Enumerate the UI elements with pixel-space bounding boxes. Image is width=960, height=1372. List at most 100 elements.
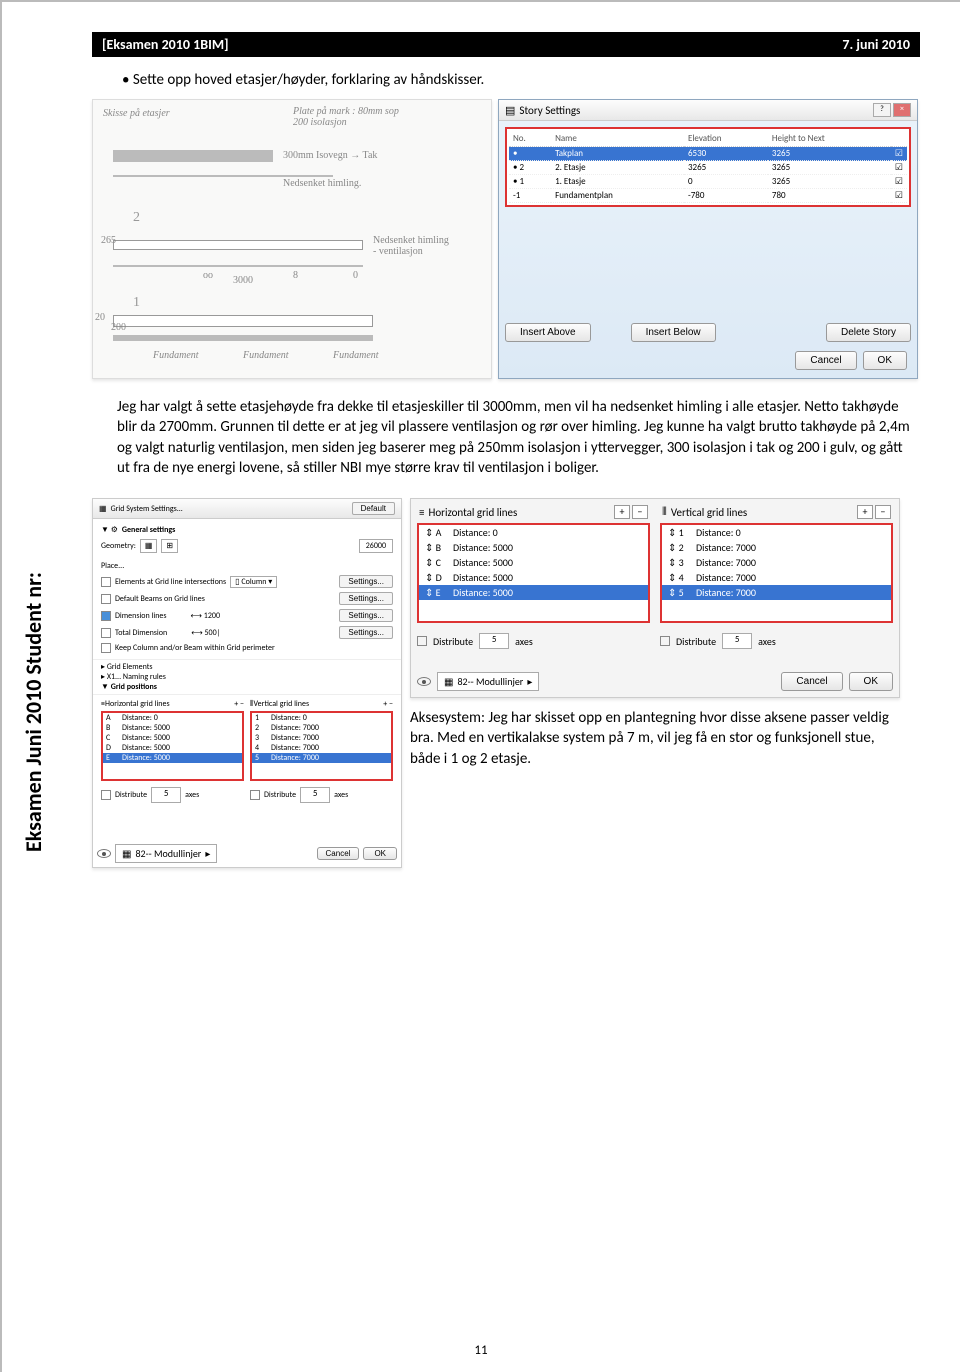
insert-below-button[interactable]: Insert Below — [631, 323, 716, 342]
vertical-icon: ⦀ — [662, 505, 667, 519]
sketch-num: 200 — [111, 322, 126, 333]
ok-button[interactable]: OK — [863, 351, 907, 370]
grid-row[interactable]: ⇕ EDistance: 5000 — [419, 585, 648, 600]
distribute-checkbox[interactable] — [660, 636, 670, 646]
story-row[interactable]: • 2 2. Etasje 3265 3265 ☑ — [509, 161, 907, 175]
sketch-label: Fundament — [153, 350, 199, 361]
distribute-checkbox[interactable] — [417, 636, 427, 646]
dialog-titlebar: ▤ Story Settings ? × — [499, 100, 917, 121]
axes-label: axes — [515, 635, 533, 648]
vertical-grid-mini-list: 1Distance: 0 2Distance: 7000 3Distance: … — [250, 711, 393, 781]
sketch-label: Nedsenket himling - ventilasjon — [373, 235, 449, 257]
help-button[interactable]: ? — [873, 103, 891, 117]
settings-button[interactable]: Settings... — [339, 609, 393, 622]
cancel-button[interactable]: Cancel — [795, 351, 856, 370]
elem-intersect-label: Elements at Grid line intersections — [115, 577, 226, 587]
ok-button[interactable]: OK — [363, 847, 397, 860]
chevron-right-icon: ▸ — [527, 675, 532, 688]
header-bar: [Eksamen 2010 1BIM] 7. juni 2010 — [92, 32, 920, 57]
axes-label: axes — [758, 635, 776, 648]
eye-icon — [97, 849, 111, 858]
distribute-label: Distribute — [433, 635, 473, 648]
eye-icon — [417, 677, 431, 686]
add-row-button[interactable]: + — [614, 505, 630, 519]
vertical-grid-label: Vertical grid lines — [671, 506, 747, 519]
image-row-2: ▦ Grid System Settings... Default ▼ ⚙ Ge… — [92, 498, 920, 868]
settings-button[interactable]: Settings... — [339, 626, 393, 639]
story-row[interactable]: -1 Fundamentplan -780 780 ☑ — [509, 189, 907, 203]
add-row-button[interactable]: + — [857, 505, 873, 519]
col-name: Name — [551, 131, 684, 147]
delete-story-button[interactable]: Delete Story — [826, 323, 911, 342]
distribute-input[interactable]: 5 — [722, 633, 752, 649]
cancel-button[interactable]: Cancel — [781, 672, 842, 691]
story-settings-dialog: ▤ Story Settings ? × No. Name Elevation … — [498, 99, 918, 379]
sketch-label: Plate på mark : 80mm sop 200 isolasjon — [293, 106, 399, 128]
side-label: Eksamen Juni 2010 Student nr: — [20, 552, 47, 872]
col-no: No. — [509, 131, 551, 147]
dialog-title-text: Story Settings — [519, 104, 580, 117]
header-date: 7. juni 2010 — [842, 36, 910, 53]
dialog-title-text: Grid System Settings... — [111, 504, 183, 514]
distribute-input[interactable]: 5 — [479, 633, 509, 649]
grid-system-settings-dialog: ▦ Grid System Settings... Default ▼ ⚙ Ge… — [92, 498, 402, 868]
sketch-label: 300mm Isovegn → Tak — [283, 150, 377, 161]
sketch-num: 3000 — [233, 275, 253, 286]
horizontal-grid-mini-list: ADistance: 0 BDistance: 5000 CDistance: … — [101, 711, 244, 781]
grid-row[interactable]: ⇕ BDistance: 5000 — [419, 540, 648, 555]
ok-button[interactable]: OK — [849, 672, 893, 691]
horizontal-icon: ≡ — [419, 506, 424, 519]
grid-row[interactable]: ⇕ 4Distance: 7000 — [662, 570, 891, 585]
general-settings-label: General settings — [122, 525, 175, 535]
grid-row[interactable]: ⇕ 1Distance: 0 — [662, 525, 891, 540]
insert-above-button[interactable]: Insert Above — [505, 323, 591, 342]
stairs-icon: ▤ — [505, 104, 515, 117]
layer-dropdown[interactable]: ▦ 82-- Modullinjer ▸ — [437, 672, 539, 691]
horizontal-grid-list: ⇕ ADistance: 0 ⇕ BDistance: 5000 ⇕ CDist… — [417, 523, 650, 623]
layer-icon: ▦ — [444, 675, 453, 688]
dim-lines-label: Dimension lines — [115, 611, 167, 621]
close-button[interactable]: × — [893, 103, 911, 117]
layer-dropdown[interactable]: ▦ 82-- Modullinjer ▸ — [115, 844, 217, 863]
body-paragraph: Jeg har valgt å sette etasjehøyde fra de… — [117, 397, 910, 478]
distribute-label: Distribute — [676, 635, 716, 648]
geometry-label: Geometry: — [101, 541, 136, 551]
col-htn: Height to Next — [768, 131, 891, 147]
settings-button[interactable]: Settings... — [339, 575, 393, 588]
sketch-label: Fundament — [243, 350, 289, 361]
story-table-container: No. Name Elevation Height to Next • Takp… — [505, 127, 911, 207]
story-row[interactable]: • 1 1. Etasje 0 3265 ☑ — [509, 175, 907, 189]
cancel-button[interactable]: Cancel — [317, 847, 360, 860]
header-title: [Eksamen 2010 1BIM] — [102, 36, 229, 53]
grid-row[interactable]: ⇕ DDistance: 5000 — [419, 570, 648, 585]
horizontal-grid-label: Horizontal grid lines — [428, 506, 517, 519]
sketch-num: 265 — [101, 235, 116, 246]
sketch-label: Skisse på etasjer — [103, 108, 170, 119]
story-row[interactable]: • Takplan 6530 3265 ☑ — [509, 147, 907, 161]
page-number: 11 — [474, 1343, 487, 1358]
grid-row[interactable]: ⇕ 5Distance: 7000 — [662, 585, 891, 600]
image-row-1: Skisse på etasjer Plate på mark : 80mm s… — [92, 99, 920, 379]
dialog-titlebar: ▦ Grid System Settings... Default — [93, 499, 401, 519]
place-label: Place... — [101, 561, 124, 571]
grid-row[interactable]: ⇕ ADistance: 0 — [419, 525, 648, 540]
keep-label: Keep Column and/or Beam within Grid peri… — [115, 643, 275, 653]
grid-row[interactable]: ⇕ CDistance: 5000 — [419, 555, 648, 570]
default-button[interactable]: Default — [352, 502, 395, 515]
total-dim-label: Total Dimension — [115, 628, 167, 638]
sketch-label: Fundament — [333, 350, 379, 361]
col-elev: Elevation — [684, 131, 768, 147]
default-beams-label: Default Beams on Grid lines — [115, 594, 205, 604]
settings-button[interactable]: Settings... — [339, 592, 393, 605]
vertical-grid-list: ⇕ 1Distance: 0 ⇕ 2Distance: 7000 ⇕ 3Dist… — [660, 523, 893, 623]
grid-row[interactable]: ⇕ 2Distance: 7000 — [662, 540, 891, 555]
grid-lines-panel: ≡ Horizontal grid lines + − ⇕ ADistance:… — [410, 498, 900, 698]
remove-row-button[interactable]: − — [875, 505, 891, 519]
grid-row[interactable]: ⇕ 3Distance: 7000 — [662, 555, 891, 570]
grid-icon: ▦ — [99, 504, 107, 514]
sketch-label: Nedsenket himling. — [283, 178, 361, 189]
remove-row-button[interactable]: − — [632, 505, 648, 519]
story-table: No. Name Elevation Height to Next • Takp… — [509, 131, 907, 203]
bullet-text: Sette opp hoved etasjer/høyder, forklari… — [122, 71, 920, 89]
hand-sketch: Skisse på etasjer Plate på mark : 80mm s… — [92, 99, 492, 379]
